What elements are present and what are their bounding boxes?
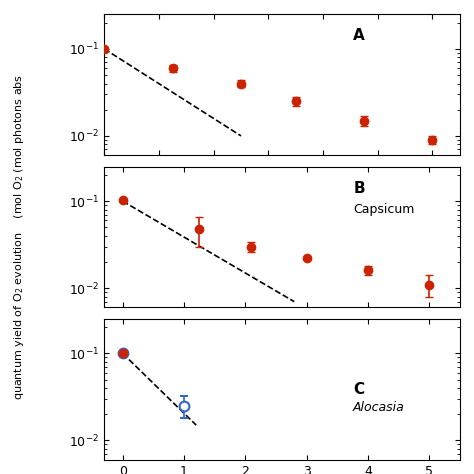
Text: B: B [353,181,365,196]
Text: Capsicum: Capsicum [353,203,414,216]
Text: Alocasia: Alocasia [353,401,405,413]
Text: quantum yield of O$_2$ evolution    (mol O$_2$ (mol photons abs: quantum yield of O$_2$ evolution (mol O$… [12,74,26,400]
Text: A: A [353,28,365,43]
Text: C: C [353,382,364,397]
